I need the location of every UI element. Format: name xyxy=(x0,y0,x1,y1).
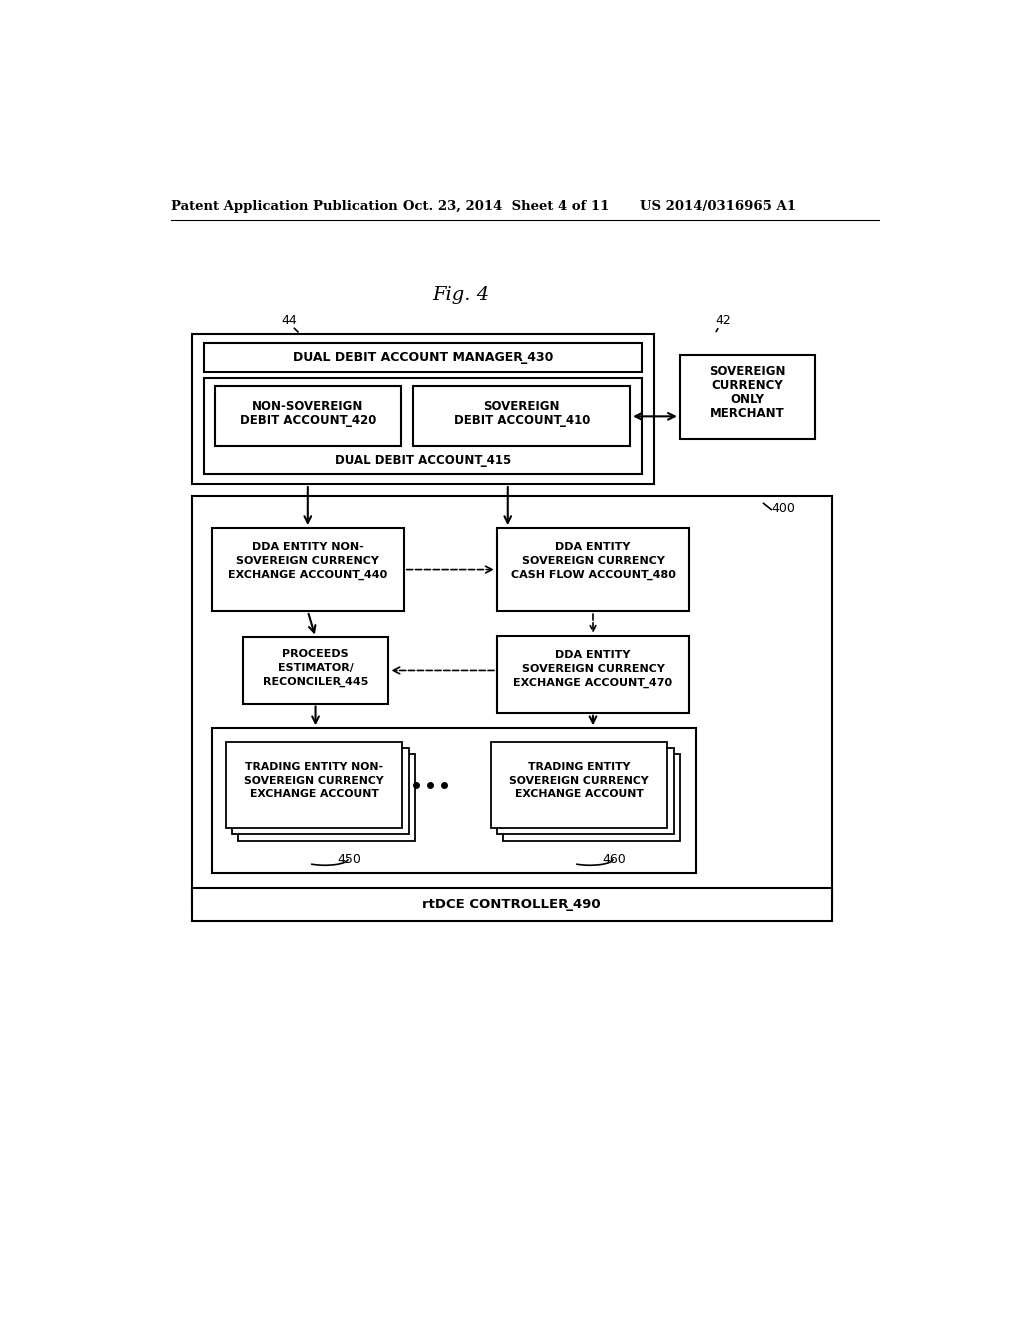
Text: SOVEREIGN CURRENCY: SOVEREIGN CURRENCY xyxy=(509,776,649,785)
Text: EXCHANGE ACCOUNT ̲440: EXCHANGE ACCOUNT ̲440 xyxy=(228,570,387,579)
Text: SOVEREIGN CURRENCY: SOVEREIGN CURRENCY xyxy=(521,556,665,566)
Text: DUAL DEBIT ACCOUNT ̲415: DUAL DEBIT ACCOUNT ̲415 xyxy=(335,454,511,467)
Text: 44: 44 xyxy=(282,314,297,326)
Text: 450: 450 xyxy=(337,853,361,866)
Text: RECONCILER ̲445: RECONCILER ̲445 xyxy=(263,677,369,688)
Bar xyxy=(191,334,654,484)
Text: NON-SOVEREIGN: NON-SOVEREIGN xyxy=(252,400,364,413)
Text: DUAL DEBIT ACCOUNT MANAGER ̲430: DUAL DEBIT ACCOUNT MANAGER ̲430 xyxy=(293,351,553,364)
Text: Oct. 23, 2014  Sheet 4 of 11: Oct. 23, 2014 Sheet 4 of 11 xyxy=(403,199,609,213)
Text: SOVEREIGN CURRENCY: SOVEREIGN CURRENCY xyxy=(521,664,665,675)
Text: Fig. 4: Fig. 4 xyxy=(433,286,489,305)
Text: Patent Application Publication: Patent Application Publication xyxy=(171,199,397,213)
Bar xyxy=(503,755,680,841)
Text: rtDCE CONTROLLER ̲490: rtDCE CONTROLLER ̲490 xyxy=(422,898,601,911)
Text: EXCHANGE ACCOUNT ̲470: EXCHANGE ACCOUNT ̲470 xyxy=(513,677,673,688)
Text: DDA ENTITY NON-: DDA ENTITY NON- xyxy=(252,543,364,552)
Bar xyxy=(191,888,831,921)
Text: DEBIT ACCOUNT ̲410: DEBIT ACCOUNT ̲410 xyxy=(454,413,590,426)
Bar xyxy=(204,343,642,372)
Text: MERCHANT: MERCHANT xyxy=(711,407,785,420)
Text: ONLY: ONLY xyxy=(730,393,765,407)
Text: EXCHANGE ACCOUNT: EXCHANGE ACCOUNT xyxy=(250,789,379,800)
Bar xyxy=(231,748,409,834)
Text: EXCHANGE ACCOUNT: EXCHANGE ACCOUNT xyxy=(515,789,643,800)
Bar xyxy=(204,378,642,474)
Text: CASH FLOW ACCOUNT ̲480: CASH FLOW ACCOUNT ̲480 xyxy=(511,570,676,579)
Text: 42: 42 xyxy=(716,314,731,326)
Text: 400: 400 xyxy=(771,502,795,515)
Text: 460: 460 xyxy=(602,853,626,866)
Text: TRADING ENTITY NON-: TRADING ENTITY NON- xyxy=(245,762,383,772)
Text: CURRENCY: CURRENCY xyxy=(712,379,783,392)
Text: TRADING ENTITY: TRADING ENTITY xyxy=(527,762,630,772)
Bar xyxy=(243,638,388,704)
Text: US 2014/0316965 A1: US 2014/0316965 A1 xyxy=(640,199,796,213)
Bar xyxy=(680,355,815,440)
Bar xyxy=(212,729,696,873)
Bar xyxy=(490,742,668,829)
Text: PROCEEDS: PROCEEDS xyxy=(283,649,349,659)
Bar xyxy=(414,387,630,446)
Bar xyxy=(225,742,402,829)
Bar xyxy=(191,496,831,909)
Bar xyxy=(215,387,400,446)
Text: DDA ENTITY: DDA ENTITY xyxy=(555,543,631,552)
Text: SOVEREIGN: SOVEREIGN xyxy=(710,366,785,379)
Text: SOVEREIGN CURRENCY: SOVEREIGN CURRENCY xyxy=(244,776,384,785)
Bar xyxy=(212,528,403,611)
Bar xyxy=(497,528,689,611)
Text: SOVEREIGN: SOVEREIGN xyxy=(483,400,560,413)
Text: SOVEREIGN CURRENCY: SOVEREIGN CURRENCY xyxy=(237,556,379,566)
Text: ESTIMATOR/: ESTIMATOR/ xyxy=(278,663,353,673)
Text: DEBIT ACCOUNT ̲420: DEBIT ACCOUNT ̲420 xyxy=(240,413,376,426)
Bar xyxy=(238,755,415,841)
Bar xyxy=(497,748,674,834)
Text: DDA ENTITY: DDA ENTITY xyxy=(555,649,631,660)
Bar xyxy=(497,636,689,713)
